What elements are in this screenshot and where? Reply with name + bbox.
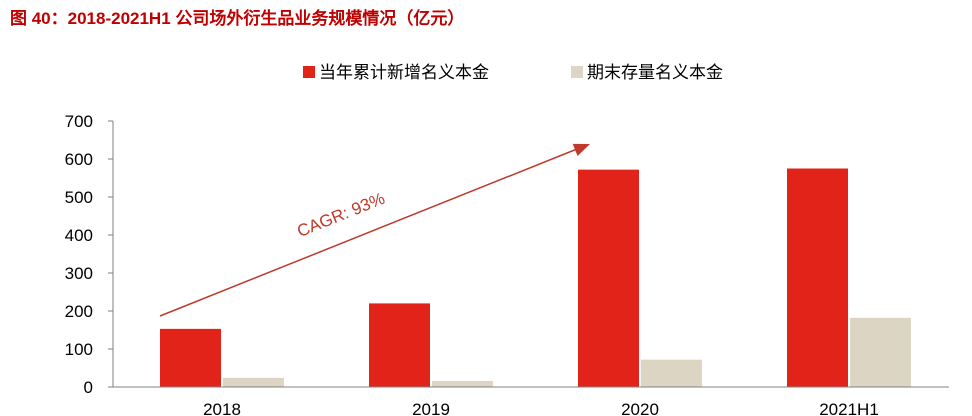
bar-new-notional bbox=[369, 303, 430, 387]
bar-outstanding-notional bbox=[432, 380, 493, 387]
legend-swatch-new bbox=[303, 66, 315, 78]
legend-label-stock: 期末存量名义本金 bbox=[587, 63, 723, 82]
y-tick-label: 100 bbox=[65, 340, 93, 359]
y-tick-label: 0 bbox=[84, 378, 93, 397]
cagr-arrow-head bbox=[572, 143, 590, 156]
bar-new-notional bbox=[160, 328, 221, 387]
y-tick-label: 600 bbox=[65, 150, 93, 169]
x-tick-label: 2021H1 bbox=[819, 400, 879, 416]
y-tick-label: 700 bbox=[65, 112, 93, 131]
x-tick-label: 2020 bbox=[621, 400, 659, 416]
x-tick-label: 2019 bbox=[412, 400, 450, 416]
x-tick-label: 2018 bbox=[203, 400, 241, 416]
bar-new-notional bbox=[787, 168, 848, 387]
bar-outstanding-notional bbox=[850, 317, 911, 387]
bar-outstanding-notional bbox=[641, 359, 702, 387]
cagr-arrow-line bbox=[159, 146, 583, 317]
legend-label-new: 当年累计新增名义本金 bbox=[319, 63, 489, 82]
y-tick-label: 500 bbox=[65, 188, 93, 207]
y-tick-label: 200 bbox=[65, 302, 93, 321]
bar-outstanding-notional bbox=[223, 377, 284, 387]
figure-title: 图 40：2018-2021H1 公司场外衍生品业务规模情况（亿元） bbox=[10, 9, 465, 28]
y-tick-label: 300 bbox=[65, 264, 93, 283]
y-tick-label: 400 bbox=[65, 226, 93, 245]
bar-new-notional bbox=[578, 169, 639, 387]
legend-swatch-stock bbox=[571, 66, 583, 78]
cagr-annotation: CAGR: 93% bbox=[294, 189, 387, 241]
